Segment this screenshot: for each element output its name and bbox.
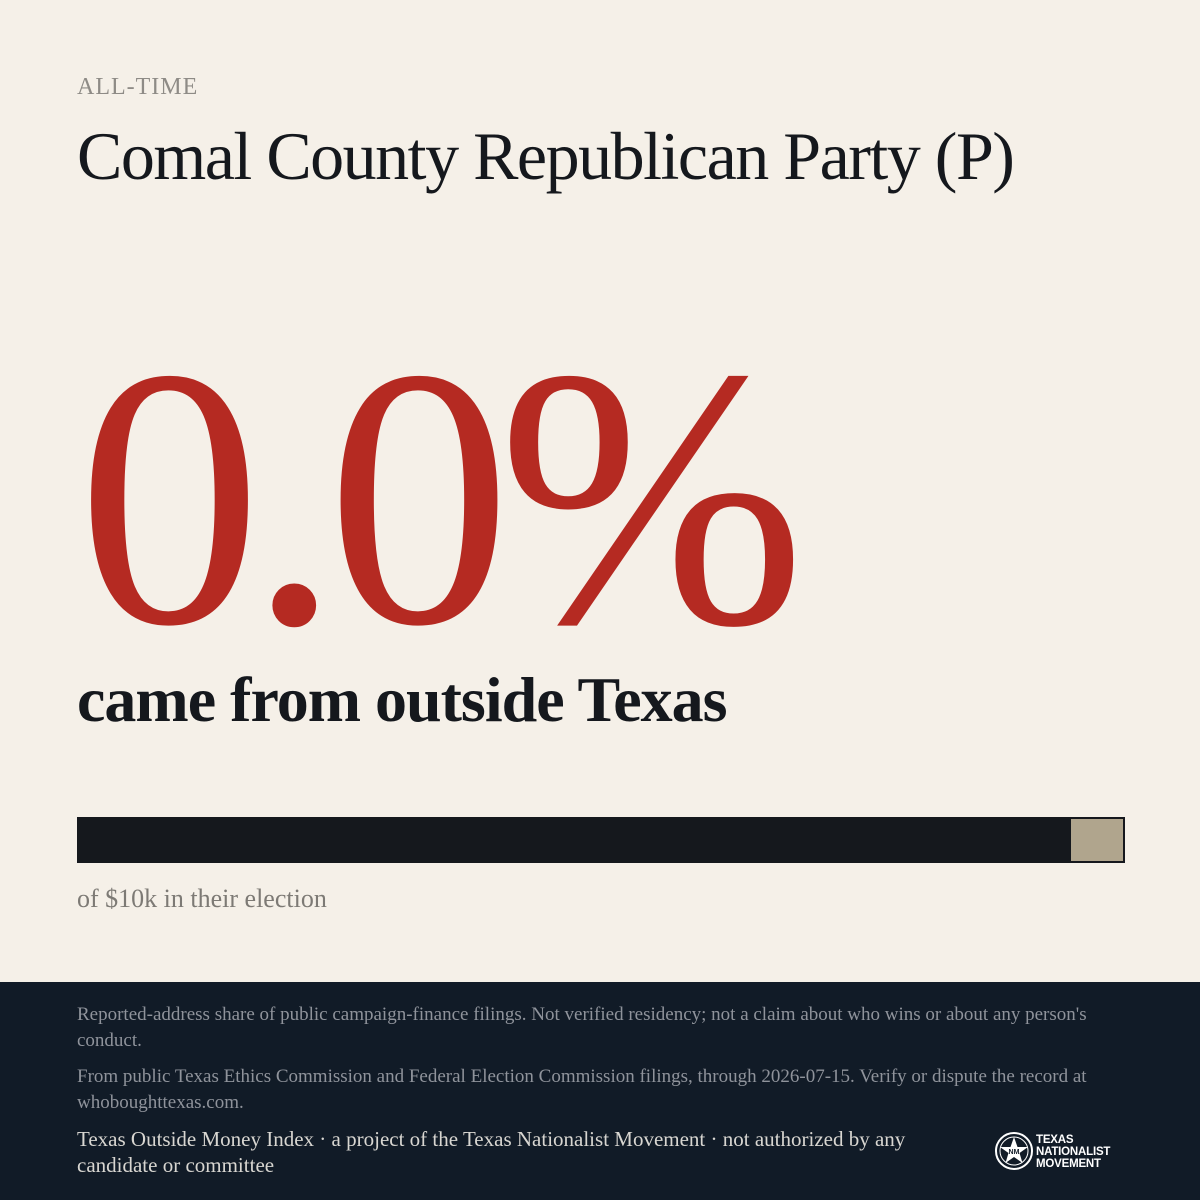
logo-line-2: NATIONALIST [1036,1146,1111,1158]
outside-subtitle: came from outside Texas [77,664,728,735]
star-seal-icon: NM [995,1132,1033,1170]
total-caption: of $10k in their election [77,884,327,913]
share-bar [77,817,1125,863]
source-text: From public Texas Ethics Commission and … [77,1066,1087,1113]
disclaimer-text: Reported-address share of public campaig… [77,1004,1087,1051]
logo-wordmark: TEXAS NATIONALIST MOVEMENT [1036,1134,1136,1170]
logo-line-1: TEXAS [1036,1134,1074,1146]
outside-percent: 0.0% [77,293,806,703]
credit-text: Texas Outside Money Index · a project of… [77,1127,906,1177]
in-state-share-fill [79,819,1071,861]
logo-line-3: MOVEMENT [1036,1158,1101,1170]
svg-text:NM: NM [1009,1149,1020,1156]
main-panel: ALL-TIME Comal County Republican Party (… [77,0,1125,982]
committee-title: Comal County Republican Party (P) [77,118,1015,194]
tnm-logo: NM TEXAS NATIONALIST MOVEMENT [994,1131,1134,1175]
period-label: ALL-TIME [77,74,199,100]
